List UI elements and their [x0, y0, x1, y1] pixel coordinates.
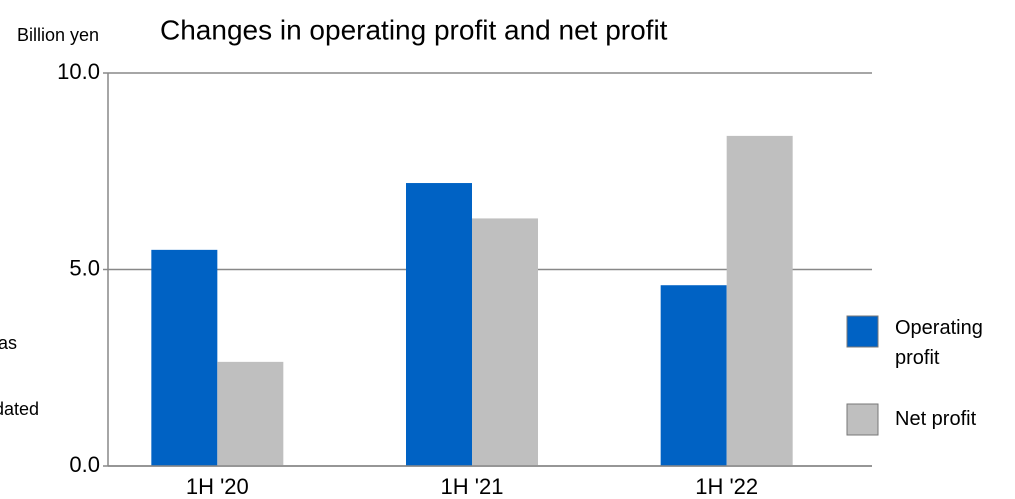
bar: [217, 361, 284, 466]
legend-label: Net profit: [895, 408, 977, 430]
annotation: as: [0, 333, 17, 353]
y-tick-label: 0.0: [69, 452, 100, 477]
legend-swatch: [846, 315, 879, 348]
x-tick-label: 1H '20: [186, 474, 249, 499]
bar: [726, 135, 793, 466]
annotation: dated: [0, 399, 39, 419]
legend-swatch: [846, 403, 879, 436]
y-tick-label: 10.0: [57, 59, 100, 84]
bar: [660, 285, 727, 466]
bar: [406, 183, 472, 467]
chart-title: Changes in operating profit and net prof…: [160, 14, 668, 45]
legend-label: Operating profit: [895, 317, 983, 369]
y-axis-label: Billion yen: [17, 25, 99, 45]
bar: [472, 218, 538, 466]
bar: [151, 249, 218, 466]
x-tick-label: 1H '22: [695, 474, 758, 499]
y-tick-label: 5.0: [69, 255, 100, 280]
x-tick-label: 1H '21: [441, 474, 504, 499]
